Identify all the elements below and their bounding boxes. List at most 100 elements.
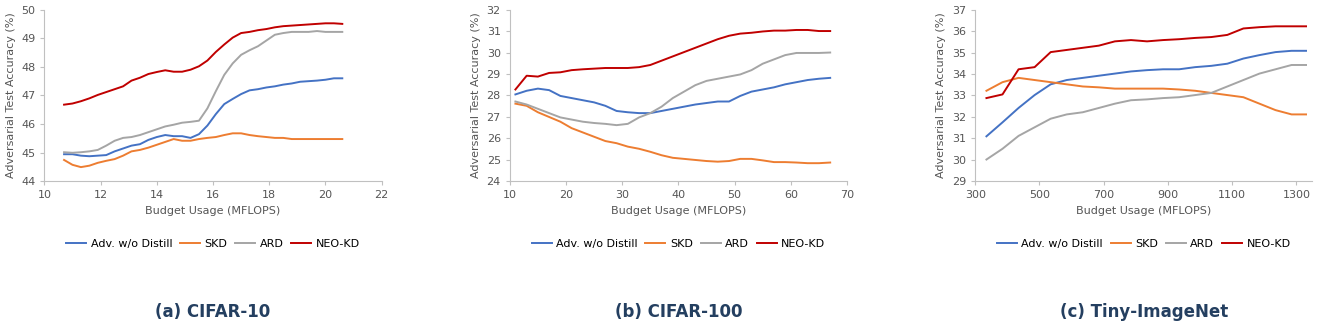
NEO-KD [609,66,625,70]
NEO-KD [1155,38,1170,42]
SKD [664,156,680,160]
ARD [676,90,692,94]
SKD [1235,95,1251,99]
ARD [654,105,670,109]
ARD [800,51,816,55]
Line: SKD: SKD [515,104,830,163]
SKD [778,160,793,164]
ARD [283,30,299,34]
SKD [275,136,291,140]
Y-axis label: Adversarial Test Accuracy (%): Adversarial Test Accuracy (%) [5,13,16,179]
SKD [191,137,207,141]
Adv. w/o Distill [507,92,523,96]
Adv. w/o Distill [268,84,283,88]
ARD [688,83,704,87]
SKD [174,139,190,143]
Adv. w/o Distill [199,124,215,128]
NEO-KD [141,72,157,76]
NEO-KD [57,103,72,107]
NEO-KD [507,87,523,91]
ARD [1172,95,1188,99]
ARD [619,122,635,126]
NEO-KD [157,68,173,72]
NEO-KD [250,28,266,32]
ARD [233,53,249,57]
NEO-KD [995,92,1011,96]
ARD [115,136,130,140]
NEO-KD [199,59,215,63]
Adv. w/o Distill [275,83,291,87]
ARD [183,120,199,124]
ARD [564,118,580,122]
ARD [1235,78,1251,82]
SKD [141,146,157,150]
NEO-KD [82,97,98,100]
NEO-KD [1123,38,1139,42]
ARD [642,111,658,115]
ARD [275,31,291,35]
ARD [1123,98,1139,102]
NEO-KD [183,68,199,72]
Line: ARD: ARD [515,52,830,125]
Adv. w/o Distill [57,152,72,156]
ARD [1298,63,1314,67]
ARD [157,124,173,128]
Adv. w/o Distill [99,153,115,157]
ARD [1284,63,1300,67]
SKD [90,161,105,165]
NEO-KD [115,84,130,88]
ARD [788,51,804,55]
Text: (c) Tiny-ImageNet: (c) Tiny-ImageNet [1060,303,1228,321]
Adv. w/o Distill [1188,65,1203,69]
NEO-KD [519,74,535,78]
Adv. w/o Distill [90,154,105,157]
NEO-KD [1219,33,1235,37]
SKD [149,143,165,147]
ARD [1155,96,1170,100]
ARD [587,121,602,125]
SKD [1172,87,1188,91]
SKD [654,153,670,157]
Adv. w/o Distill [132,142,148,146]
SKD [978,89,994,93]
Line: SKD: SKD [65,133,343,167]
SKD [318,137,333,141]
ARD [542,111,558,115]
SKD [1139,87,1155,91]
SKD [995,80,1011,84]
SKD [530,110,546,114]
Adv. w/o Distill [755,87,771,91]
Adv. w/o Distill [1172,67,1188,71]
SKD [115,154,130,157]
NEO-KD [132,76,148,80]
ARD [552,115,568,119]
SKD [822,161,838,165]
Adv. w/o Distill [800,78,816,82]
ARD [149,127,165,131]
NEO-KD [619,66,635,70]
SKD [609,141,625,145]
SKD [99,159,115,163]
ARD [1268,67,1284,71]
Adv. w/o Distill [1284,49,1300,53]
SKD [183,139,199,143]
Adv. w/o Distill [710,99,726,103]
NEO-KD [788,28,804,32]
ARD [575,120,590,124]
NEO-KD [597,66,613,70]
ARD [811,51,826,55]
NEO-KD [1203,35,1219,39]
NEO-KD [90,93,105,97]
Adv. w/o Distill [115,146,130,150]
Adv. w/o Distill [72,154,88,157]
Legend: Adv. w/o Distill, SKD, ARD, NEO-KD: Adv. w/o Distill, SKD, ARD, NEO-KD [996,238,1290,249]
SKD [1123,87,1139,91]
Adv. w/o Distill [654,109,670,113]
SKD [310,137,326,141]
Adv. w/o Distill [519,89,535,93]
SKD [82,164,98,168]
Adv. w/o Distill [174,134,190,138]
ARD [65,151,80,155]
Adv. w/o Distill [82,154,98,158]
Adv. w/o Distill [107,149,123,153]
